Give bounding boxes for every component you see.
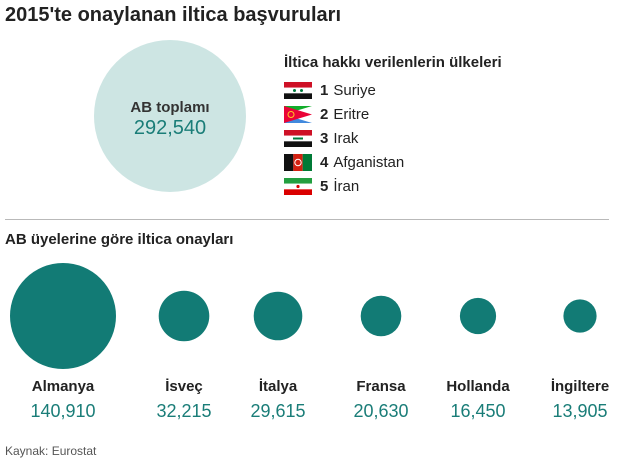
bubble-0 bbox=[10, 263, 116, 369]
iran-flag-icon bbox=[284, 177, 312, 195]
eu-total-value: 292,540 bbox=[133, 116, 207, 139]
bubble-3 bbox=[360, 295, 402, 337]
country-row-2: 2 Eritre bbox=[284, 102, 404, 126]
page-title: 2015'te onaylanan iltica başvuruları bbox=[5, 4, 342, 26]
source-note: Kaynak: Eurostat bbox=[5, 444, 97, 458]
country-rank: 3 bbox=[320, 129, 329, 147]
countries-list: 1 Suriye 2 Eritre 3 Irak bbox=[284, 78, 404, 198]
country-rank: 2 bbox=[320, 105, 329, 123]
country-row-4: 4 Afganistan bbox=[284, 150, 404, 174]
country-name: Suriye bbox=[333, 81, 376, 99]
country-row-5: 5 İran bbox=[284, 174, 404, 198]
bubble-label-1: İsveç bbox=[165, 378, 203, 395]
country-name: Irak bbox=[333, 129, 359, 147]
bubble-value-5: 13,905 bbox=[552, 401, 607, 421]
members-bubble-chart: Almanya 140,910 İsveç 32,215 İtalya 29,615 Fra… bbox=[10, 263, 609, 421]
bubble-label-3: Fransa bbox=[356, 378, 406, 395]
country-row-1: 1 Suriye bbox=[284, 78, 404, 102]
bubble-1 bbox=[158, 290, 210, 342]
bubble-value-0: 140,910 bbox=[30, 401, 95, 421]
bubble-value-1: 32,215 bbox=[156, 401, 211, 421]
syria-flag-icon bbox=[284, 81, 312, 99]
bubble-label-4: Hollanda bbox=[446, 378, 510, 395]
bubble-label-5: İngiltere bbox=[551, 378, 609, 395]
bubble-2 bbox=[253, 291, 303, 341]
afghanistan-flag-icon bbox=[284, 153, 312, 171]
bubble-value-3: 20,630 bbox=[353, 401, 408, 421]
country-name: İran bbox=[333, 177, 360, 195]
countries-heading: İltica hakkı verilenlerin ülkeleri bbox=[284, 54, 502, 71]
country-rank: 5 bbox=[320, 177, 329, 195]
eu-total-label: AB toplamı bbox=[130, 98, 210, 116]
members-heading: AB üyelerine göre iltica onayları bbox=[5, 231, 234, 248]
eritrea-flag-icon bbox=[284, 105, 312, 123]
country-name: Eritre bbox=[333, 105, 370, 123]
bubble-4 bbox=[459, 297, 497, 335]
country-rank: 1 bbox=[320, 81, 329, 99]
bubble-label-2: İtalya bbox=[259, 378, 298, 395]
country-rank: 4 bbox=[320, 153, 329, 171]
country-name: Afganistan bbox=[333, 153, 405, 171]
bubble-5 bbox=[563, 299, 597, 333]
bubble-value-2: 29,615 bbox=[250, 401, 305, 421]
bubble-value-4: 16,450 bbox=[450, 401, 505, 421]
country-row-3: 3 Irak bbox=[284, 126, 404, 150]
eu-total-circle: AB toplamı 292,540 bbox=[94, 40, 246, 192]
bubble-label-0: Almanya bbox=[32, 378, 95, 395]
section-divider bbox=[5, 219, 609, 220]
iraq-flag-icon bbox=[284, 129, 312, 147]
